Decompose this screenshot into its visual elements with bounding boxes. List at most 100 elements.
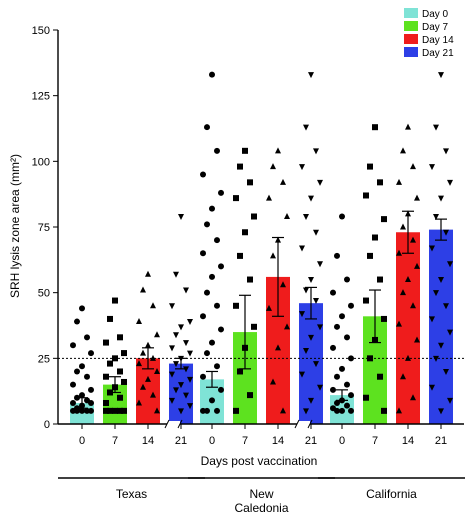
point-0-1-5	[112, 355, 118, 362]
point-1-0-11	[204, 289, 210, 296]
point-2-3-18	[429, 384, 435, 391]
point-0-3-5	[178, 324, 184, 331]
point-0-1-1	[107, 315, 113, 322]
point-0-0-20	[79, 407, 85, 414]
point-1-3-4	[317, 179, 323, 186]
point-2-2-6	[400, 223, 406, 230]
point-0-2-3	[136, 318, 142, 325]
point-1-0-14	[218, 326, 224, 333]
point-2-3-0	[438, 72, 444, 79]
point-0-3-0	[178, 213, 184, 220]
point-2-0-10	[339, 365, 345, 372]
point-0-3-9	[187, 350, 193, 357]
point-0-2-11	[140, 383, 146, 390]
point-2-3-5	[438, 195, 444, 202]
point-2-3-9	[447, 261, 453, 268]
point-1-0-9	[218, 263, 224, 270]
legend-label-3: Day 21	[422, 48, 454, 59]
point-0-1-3	[103, 339, 109, 346]
point-2-0-9	[348, 355, 354, 362]
x-tick-label-0-3: 21	[175, 435, 187, 447]
point-1-1-11	[237, 368, 243, 375]
point-2-0-7	[344, 334, 350, 341]
point-0-3-6	[173, 332, 179, 339]
point-1-3-16	[303, 347, 309, 354]
point-1-3-14	[317, 324, 323, 331]
point-1-3-9	[317, 261, 323, 268]
point-0-2-6	[140, 349, 146, 356]
point-2-3-2	[443, 148, 449, 155]
point-1-2-2	[280, 178, 286, 185]
y-tick-label-5: 125	[32, 91, 50, 103]
x-tick-label-0-0: 0	[79, 435, 85, 447]
x-axis-gap-0	[167, 421, 180, 427]
point-1-0-18	[200, 373, 206, 380]
point-0-0-0	[79, 305, 85, 312]
point-1-0-6	[204, 221, 210, 228]
bar-2-2	[396, 232, 420, 424]
point-0-3-16	[173, 387, 179, 394]
point-2-2-2	[410, 163, 416, 170]
point-0-1-9	[121, 378, 127, 385]
point-0-1-17	[117, 407, 123, 414]
x-axis-break-left-1	[294, 419, 300, 429]
point-1-1-12	[247, 392, 253, 399]
point-1-1-6	[237, 252, 243, 259]
point-1-1-3	[233, 195, 239, 202]
x-tick-label-1-1: 7	[242, 435, 248, 447]
point-2-0-20	[339, 407, 345, 414]
x-tick-label-1-0: 0	[209, 435, 215, 447]
point-0-3-13	[169, 371, 175, 378]
point-1-3-10	[308, 277, 314, 284]
y-tick-label-2: 50	[38, 288, 50, 300]
point-1-3-19	[317, 384, 323, 391]
point-0-1-18	[103, 407, 109, 414]
point-1-3-8	[299, 245, 305, 252]
point-2-0-2	[344, 276, 350, 283]
point-2-0-0	[339, 213, 345, 220]
point-0-0-1	[74, 318, 80, 325]
point-0-0-10	[79, 392, 85, 399]
point-1-2-10	[275, 344, 281, 351]
point-2-1-8	[363, 297, 369, 304]
point-2-2-18	[396, 407, 402, 414]
point-2-0-12	[344, 381, 350, 388]
point-2-3-11	[433, 290, 439, 297]
point-0-1-12	[117, 394, 123, 401]
point-2-0-6	[334, 323, 340, 330]
point-2-2-17	[410, 394, 416, 401]
point-0-2-10	[145, 375, 151, 382]
point-1-0-12	[214, 302, 220, 309]
point-2-1-3	[363, 192, 369, 199]
point-0-0-14	[88, 399, 94, 406]
point-2-1-11	[367, 355, 373, 362]
point-1-1-9	[251, 323, 257, 330]
point-0-3-17	[183, 392, 189, 399]
point-2-2-13	[396, 320, 402, 327]
point-0-3-19	[187, 403, 193, 410]
x-tick-label-0-1: 7	[112, 435, 118, 447]
group-label-0-0: Texas	[116, 487, 147, 501]
point-0-2-7	[150, 354, 156, 361]
point-1-2-8	[266, 304, 272, 311]
point-1-0-0	[209, 71, 215, 78]
point-1-0-10	[209, 273, 215, 280]
legend-swatch-2	[404, 34, 418, 44]
point-1-2-7	[280, 281, 286, 288]
legend: Day 0 Day 7 Day 14 Day 21	[404, 8, 454, 59]
point-0-0-9	[88, 386, 94, 393]
point-2-3-16	[433, 355, 439, 362]
point-0-2-13	[136, 399, 142, 406]
x-axis-break-left-0	[164, 419, 170, 429]
point-2-3-20	[438, 408, 444, 415]
point-0-1-2	[117, 334, 123, 341]
point-2-2-16	[400, 373, 406, 380]
point-1-1-0	[242, 147, 248, 154]
point-1-3-6	[303, 213, 309, 220]
point-1-2-1	[270, 163, 276, 170]
x-tick-label-1-2: 14	[272, 435, 284, 447]
point-2-0-19	[348, 407, 354, 414]
bars-layer	[70, 229, 453, 424]
y-axis-title: SRH lysis zone area (mm²)	[8, 154, 22, 298]
